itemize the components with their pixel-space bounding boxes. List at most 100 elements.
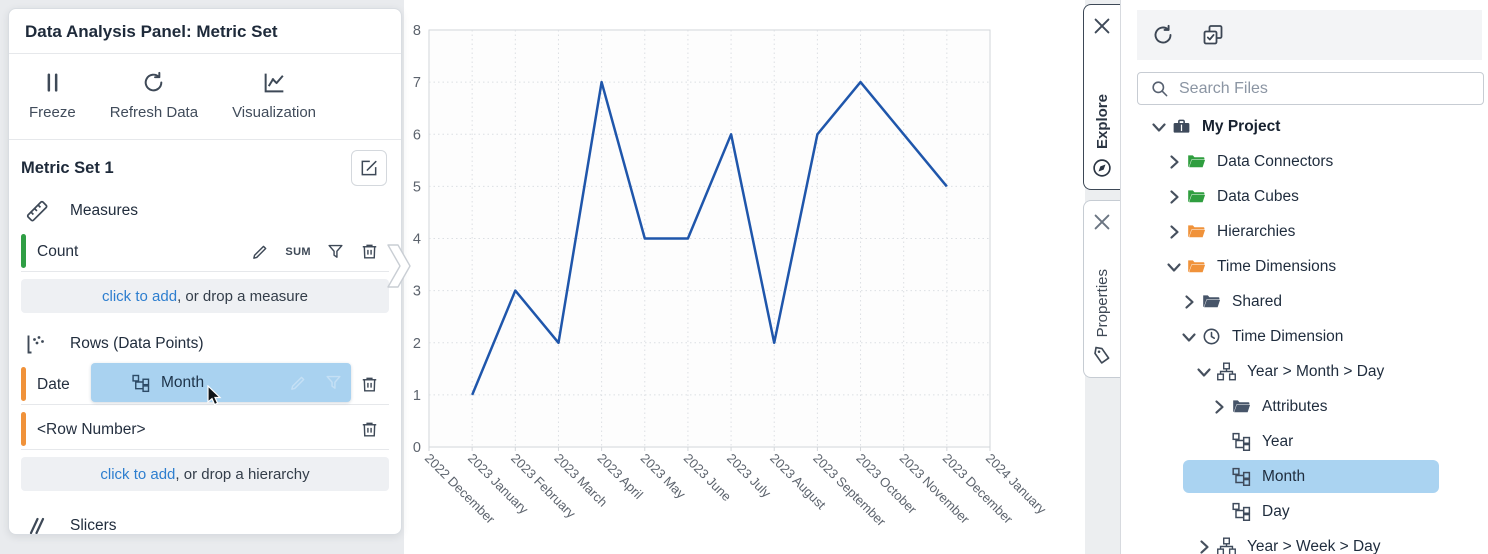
search-files-input[interactable] (1179, 79, 1483, 98)
delete-hierarchy-icon[interactable] (360, 420, 379, 439)
tree-item-attributes[interactable]: Attributes (1121, 389, 1488, 424)
pause-icon (47, 73, 58, 92)
panel-toolbar: Freeze Refresh Data Visualization (9, 54, 401, 140)
dragged-month-chip[interactable]: Month (91, 363, 351, 402)
expander-down-icon[interactable] (1162, 255, 1186, 279)
tree-item-label: My Project (1202, 117, 1281, 135)
folder-icon (1203, 295, 1221, 308)
tree-item-data-cubes[interactable]: Data Cubes (1121, 179, 1488, 214)
explore-toolbar (1137, 10, 1482, 60)
y-axis-tick-label: 4 (413, 232, 421, 248)
selected-row-highlight (1183, 460, 1439, 493)
measures-section-header: Measures (9, 192, 401, 230)
orgchart-icon (1217, 362, 1236, 381)
measures-label: Measures (70, 202, 139, 219)
add-measure-bar[interactable]: click to add, or drop a measure (21, 279, 389, 313)
tree-item-label: Day (1262, 502, 1290, 520)
y-axis-tick-label: 8 (413, 23, 421, 39)
level-icon (1232, 467, 1251, 486)
mouse-cursor (207, 385, 222, 406)
panel-collapse-handle[interactable] (386, 244, 412, 288)
measure-name: Count (37, 242, 79, 260)
visualization-label: Visualization (232, 104, 317, 121)
y-axis-tick-label: 0 (413, 440, 421, 456)
tree-item-label: Hierarchies (1217, 222, 1296, 240)
expander-down-icon[interactable] (1192, 360, 1216, 384)
tab-explore[interactable]: Explore (1083, 4, 1120, 190)
refresh-files-icon[interactable] (1151, 23, 1175, 47)
close-properties-icon[interactable] (1091, 211, 1113, 233)
tree-item-label: Month (1262, 467, 1306, 485)
tree-item-year-month-day[interactable]: Year > Month > Day (1121, 354, 1488, 389)
delete-measure-icon[interactable] (360, 242, 379, 261)
tag-icon (1094, 346, 1110, 364)
explore-panel: My Project Data Connectors Data Cubes Hiera… (1120, 0, 1488, 554)
tree-item-hierarchies[interactable]: Hierarchies (1121, 214, 1488, 249)
scatter-chart-icon (27, 335, 44, 354)
data-analysis-panel: Data Analysis Panel: Metric Set Freeze R… (8, 8, 402, 535)
expander-right-icon[interactable] (1177, 290, 1201, 314)
close-explore-icon[interactable] (1091, 15, 1113, 37)
folder-icon (1188, 155, 1206, 168)
expander-right-icon[interactable] (1162, 185, 1186, 209)
expander-right-icon[interactable] (1207, 395, 1231, 419)
tree-item-my-project[interactable]: My Project (1121, 109, 1488, 144)
compass-icon (1093, 159, 1111, 177)
clock-icon (1203, 328, 1220, 345)
x-axis-tick-label: 2023 September (810, 451, 889, 530)
tree-item-year-week-day[interactable]: Year > Week > Day (1121, 529, 1488, 554)
y-axis-tick-label: 6 (413, 127, 421, 143)
tree-item-year[interactable]: Year (1121, 424, 1488, 459)
tree-item-label: Year > Week > Day (1247, 537, 1381, 554)
tab-properties[interactable]: Properties (1083, 200, 1120, 378)
folder-icon (1188, 190, 1206, 203)
tree-item-label: Year (1262, 432, 1294, 450)
add-hierarchy-bar[interactable]: click to add, or drop a hierarchy (21, 457, 389, 491)
tree-item-time-dimension[interactable]: Time Dimension (1121, 319, 1488, 354)
hierarchy-row-rownumber[interactable]: <Row Number> (21, 410, 389, 450)
tree-item-month[interactable]: Month (1121, 459, 1488, 494)
edit-metric-set-button[interactable] (351, 150, 387, 186)
refresh-data-label: Refresh Data (109, 104, 199, 121)
tree-item-label: Year > Month > Day (1247, 362, 1385, 380)
hierarchy-color-bar (21, 367, 26, 401)
expander-right-icon[interactable] (1192, 535, 1216, 554)
expander-down-icon[interactable] (1147, 115, 1171, 139)
freeze-label: Freeze (29, 104, 76, 121)
add-hierarchy-hint: , or drop a hierarchy (175, 465, 310, 483)
add-measure-link[interactable]: click to add (102, 287, 178, 305)
y-axis-tick-label: 1 (413, 388, 421, 404)
filter-measure-icon[interactable] (326, 242, 345, 261)
add-hierarchy-link[interactable]: click to add (100, 465, 176, 483)
visualization-button[interactable]: Visualization (232, 70, 316, 121)
chart-panel: 0 1 2 3 4 5 6 7 8 2022 December 2023 January 2023 F… (404, 0, 1085, 554)
project-file-tree: My Project Data Connectors Data Cubes Hiera… (1121, 109, 1488, 554)
x-axis-tick-label: 2023 May (638, 451, 689, 502)
level-icon (1232, 432, 1251, 451)
expander-down-icon[interactable] (1177, 325, 1201, 349)
aggregator-badge[interactable]: SUM (285, 245, 311, 258)
y-axis-tick-label: 5 (413, 179, 421, 195)
slicers-label: Slicers (70, 517, 117, 534)
delete-hierarchy-icon[interactable] (360, 375, 379, 394)
metric-set-title: Metric Set 1 (21, 158, 114, 177)
briefcase-icon (1173, 119, 1190, 133)
tree-item-day[interactable]: Day (1121, 494, 1488, 529)
refresh-data-button[interactable]: Refresh Data (110, 70, 198, 121)
tree-item-time-dimensions[interactable]: Time Dimensions (1121, 249, 1488, 284)
refresh-icon (141, 70, 166, 95)
tree-item-shared[interactable]: Shared (1121, 284, 1488, 319)
folder-icon (1233, 400, 1251, 413)
expander-right-icon[interactable] (1162, 150, 1186, 174)
edit-measure-icon[interactable] (251, 242, 270, 261)
freeze-button[interactable]: Freeze (29, 70, 76, 121)
search-files-box[interactable] (1137, 72, 1484, 105)
slicers-icon (29, 517, 45, 534)
tree-item-data-connectors[interactable]: Data Connectors (1121, 144, 1488, 179)
rows-label: Rows (Data Points) (70, 335, 204, 352)
expander-right-icon[interactable] (1162, 220, 1186, 244)
measure-row-count[interactable]: Count SUM (21, 232, 389, 272)
hierarchy-name: <Row Number> (37, 420, 146, 438)
multi-select-icon[interactable] (1201, 23, 1225, 47)
ruler-icon (26, 200, 48, 222)
